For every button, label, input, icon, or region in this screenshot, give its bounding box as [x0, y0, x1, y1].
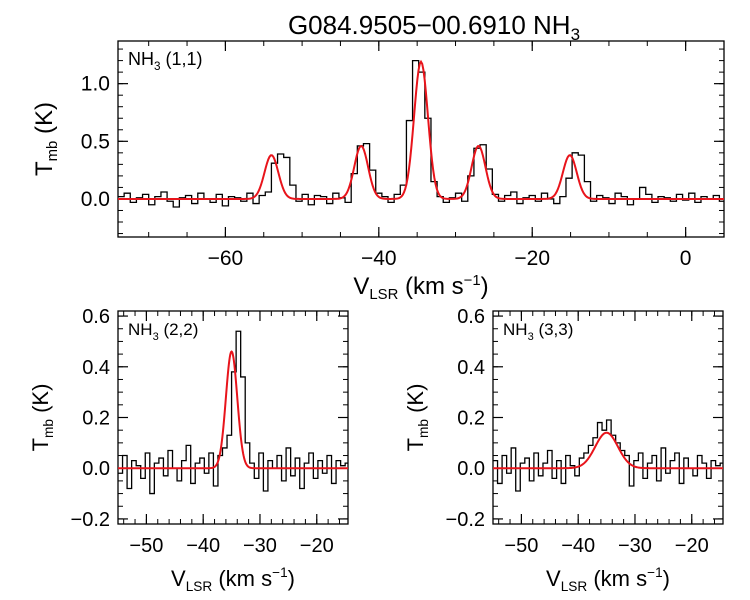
- nh3-1-1-panel: −60 −40 −20 0 0.0 0.5 1.0 VLSR (km s−1) Tmb (K) N…: [31, 40, 725, 303]
- bottom-right-x-tick-label: −40: [561, 535, 595, 557]
- bottom-right-x-axis-label: VLSR (km s−1): [546, 565, 670, 594]
- bottom-right-series-group: [493, 419, 723, 492]
- bottom-left-y-axis-label: Tmb (K): [28, 384, 56, 452]
- nh3-3-3-panel: −50 −40 −30 −20 −0.2 0.0 0.2 0.4 0.6 VLSR (km s−1…: [403, 306, 724, 594]
- top-series-group: [118, 59, 724, 208]
- bottom-left-series-group: [118, 330, 348, 495]
- bottom-right-y-tick-label: 0.2: [457, 408, 485, 430]
- top-plot-frame: [117, 40, 725, 238]
- top-y-axis-label: Tmb (K): [31, 102, 61, 176]
- bottom-left-y-tick-label: 0.6: [82, 306, 110, 328]
- bottom-right-panel-label: NH3 (3,3): [503, 320, 573, 343]
- top-x-tick-label: −20: [514, 247, 550, 270]
- top-y-tick-label: 0.5: [81, 130, 110, 153]
- bottom-right-y-tick-label: 0.6: [457, 306, 485, 328]
- top-y-tick-label: 1.0: [81, 73, 110, 96]
- nh3-2-2-panel: −50 −40 −30 −20 −0.2 0.0 0.2 0.4 0.6 VLSR (km s−1…: [28, 306, 349, 594]
- bottom-right-y-tick-label: 0.4: [457, 357, 485, 379]
- bottom-left-y-tick-label: 0.0: [82, 458, 110, 480]
- bottom-right-x-tick-label: −50: [504, 535, 538, 557]
- bottom-right-y-tick-label: 0.0: [457, 458, 485, 480]
- top-observed-spectrum: [118, 59, 724, 208]
- top-x-tick-label: 0: [680, 247, 692, 270]
- top-x-axis-label: VLSR (km s−1): [353, 273, 488, 303]
- bottom-right-y-axis-label: Tmb (K): [403, 384, 431, 452]
- bottom-left-y-tick-label: −0.2: [71, 509, 110, 531]
- bottom-left-x-tick-label: −50: [129, 535, 163, 557]
- bottom-left-y-tick-label: 0.2: [82, 408, 110, 430]
- top-panel-label: NH3 (1,1): [128, 49, 203, 73]
- bottom-left-y-tick-label: 0.4: [82, 357, 110, 379]
- bottom-right-observed-spectrum: [493, 419, 723, 492]
- bottom-left-fit-curve: [118, 350, 348, 470]
- bottom-right-x-tick-label: −20: [675, 535, 709, 557]
- top-x-tick-label: −40: [361, 247, 397, 270]
- top-x-tick-label: −60: [208, 247, 244, 270]
- figure-title: G084.9505−00.6910 NH3: [288, 10, 580, 44]
- bottom-left-x-tick-label: −20: [300, 535, 334, 557]
- bottom-left-observed-spectrum: [118, 330, 348, 495]
- bottom-left-x-axis-label: VLSR (km s−1): [171, 565, 295, 594]
- top-fit-curve: [118, 59, 724, 200]
- bottom-left-panel-label: NH3 (2,2): [128, 320, 198, 343]
- bottom-right-y-tick-label: −0.2: [446, 509, 485, 531]
- bottom-left-x-tick-label: −30: [243, 535, 277, 557]
- bottom-left-x-tick-label: −40: [186, 535, 220, 557]
- top-y-tick-label: 0.0: [81, 188, 110, 211]
- bottom-right-fit-curve: [493, 431, 723, 470]
- bottom-right-x-tick-label: −30: [618, 535, 652, 557]
